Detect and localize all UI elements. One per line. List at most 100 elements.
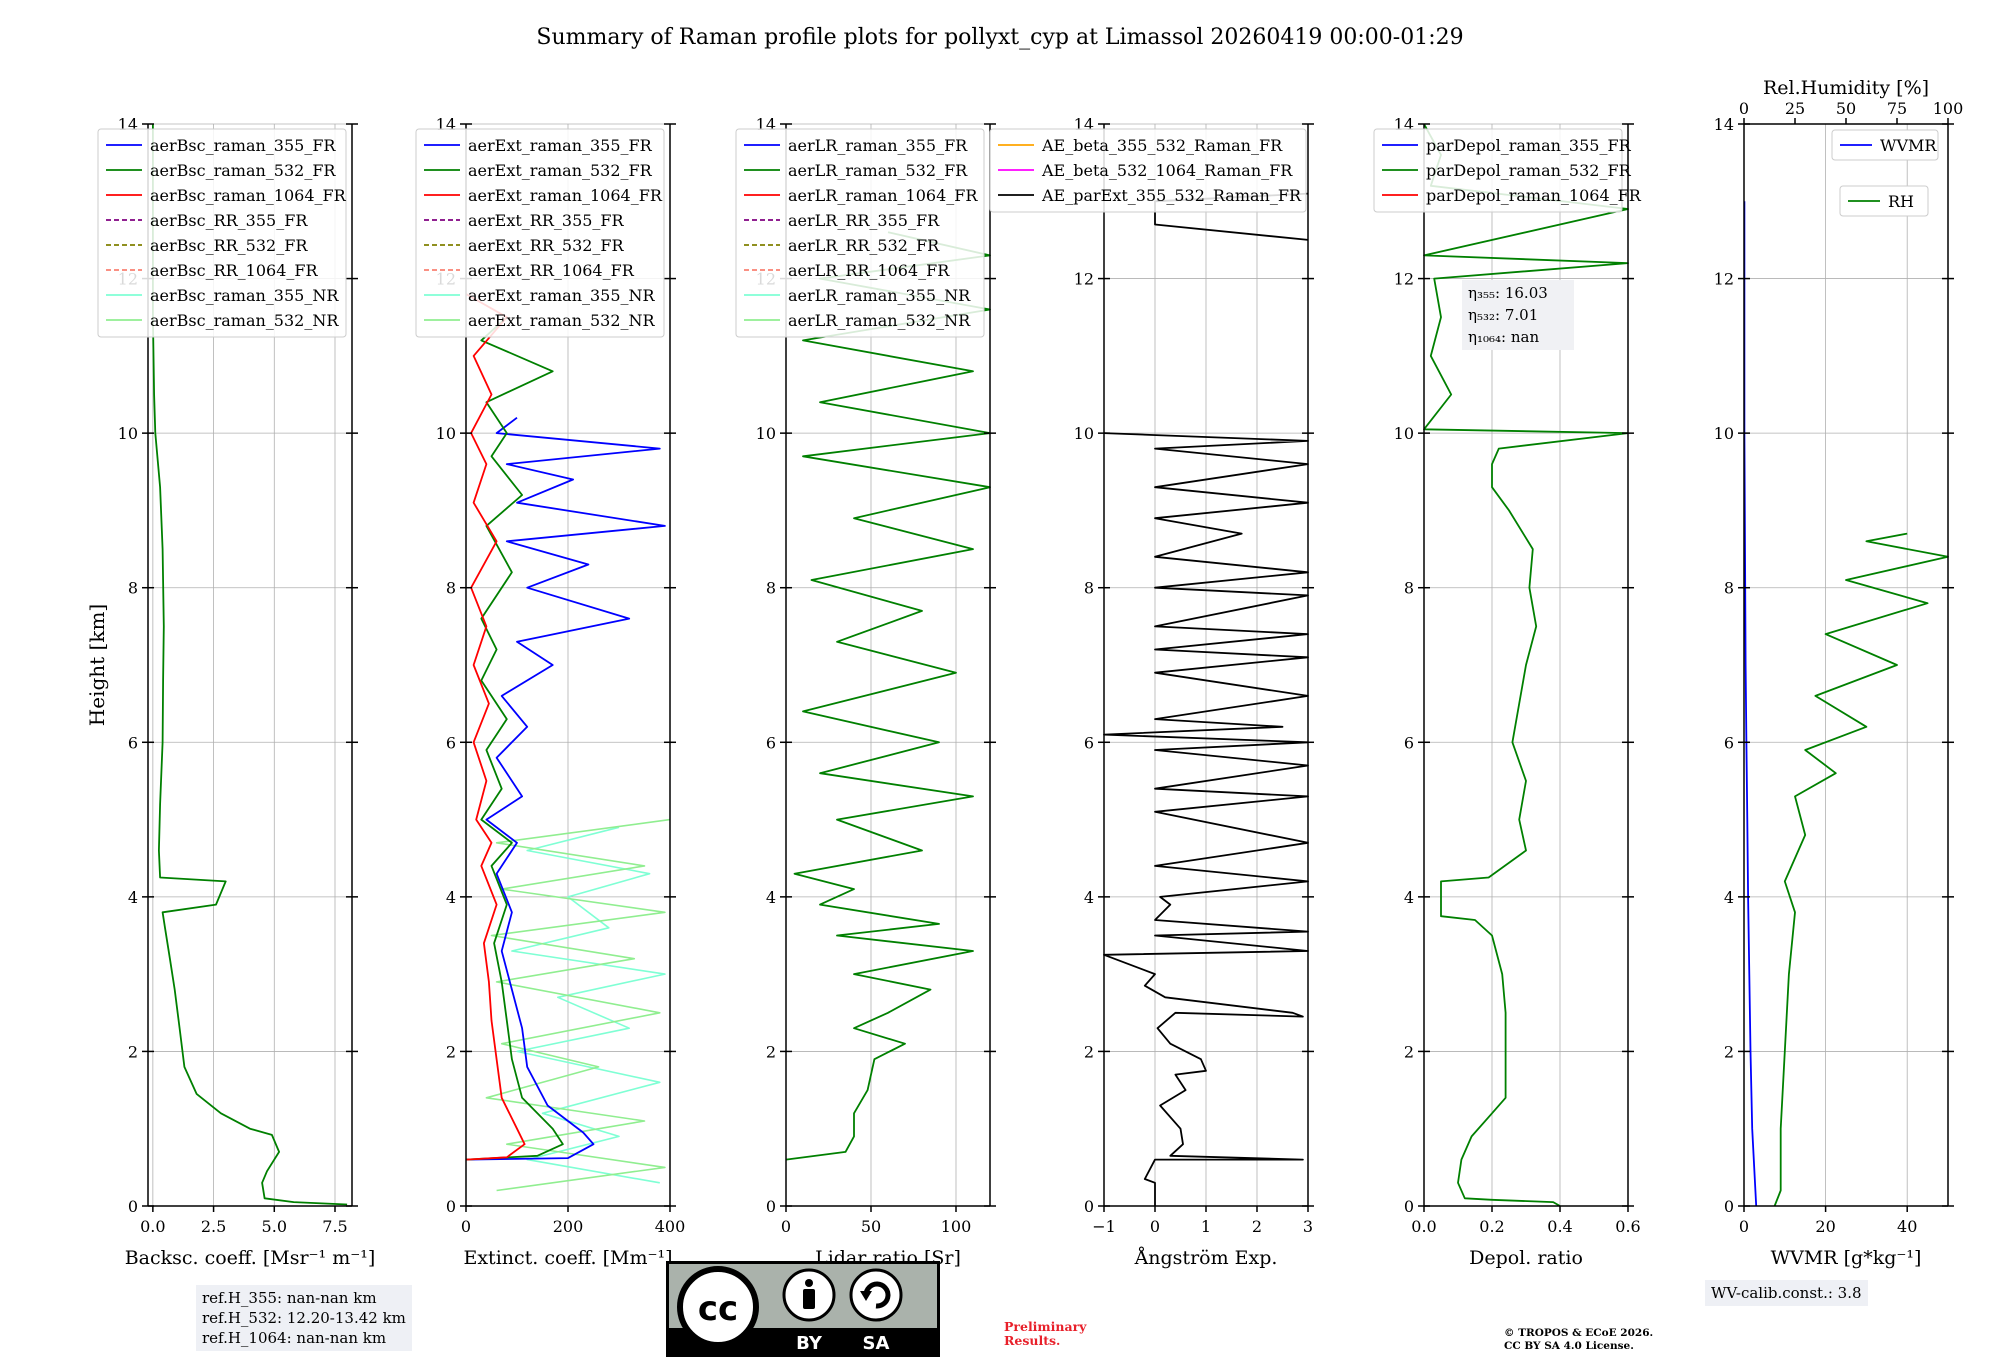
by-label: BY [796,1333,823,1354]
by-person-head [805,1279,813,1287]
legend-box [97,128,347,338]
y-tick-label: 14 [1714,115,1734,134]
y-tick-label: 8 [128,579,138,598]
legend-label: aerExt_raman_532_NR [468,311,656,330]
y-tick-label: 4 [1724,888,1734,907]
legend-label: aerBsc_raman_532_FR [150,161,336,180]
y-tick-label: 8 [1724,579,1734,598]
top-x-axis-label: Rel.Humidity [%] [1763,77,1929,99]
x-tick-label: −1 [1092,1217,1116,1236]
legend-label: aerBsc_raman_1064_FR [150,186,347,205]
x-tick-label: 400 [655,1217,686,1236]
legend-label: aerLR_RR_1064_FR [788,261,950,280]
series-line-aerExt_raman_532_FR [465,316,564,1161]
annotation-label: η₅₃₂: 7.01 [1468,306,1538,324]
y-tick-label: 4 [766,888,776,907]
y-tick-label: 4 [128,888,138,907]
y-tick-label: 12 [1714,270,1734,289]
x-tick-label: 0.0 [140,1217,165,1236]
y-tick-label: 10 [1714,424,1734,443]
copyright-line-1: © TROPOS & ECoE 2026. [1504,1327,1654,1339]
top-x-tick-label: 100 [1933,99,1964,118]
y-tick-label: 6 [128,733,138,752]
y-tick-label: 10 [756,424,776,443]
preliminary-line-1: Preliminary [1004,1319,1087,1334]
cc-text: cc [698,1289,738,1329]
top-x-tick-label: 75 [1887,99,1907,118]
preliminary-line-2: Results. [1004,1333,1061,1348]
ref-h-1064: ref.H_1064: nan-nan km [202,1329,387,1347]
legend-box [415,128,665,338]
legend-label: AE_beta_532_1064_Raman_FR [1041,161,1293,180]
y-axis-title: Height [km] [85,604,109,726]
x-tick-label: 0 [461,1217,471,1236]
y-tick-label: 2 [766,1042,776,1061]
annotation-label: η₁₀₆₄: nan [1468,328,1539,346]
y-tick-label: 0 [1084,1197,1094,1216]
legend-label: aerBsc_raman_532_NR [150,311,339,330]
x-tick-label: 0.2 [1479,1217,1504,1236]
y-tick-label: 10 [1074,424,1094,443]
x-axis-label: Depol. ratio [1469,1247,1583,1269]
cc-by-sa-license-badge: cc BY SA [666,1261,940,1357]
reference-height-box: ref.H_355: nan-nan km ref.H_532: 12.20-1… [196,1285,412,1351]
series-line-AE_parExt_355_532_Raman_FR [1103,432,1309,1206]
legend-label: aerLR_raman_532_NR [788,311,971,330]
legend-label: aerBsc_RR_355_FR [150,211,308,230]
legend-label: aerBsc_RR_1064_FR [150,261,319,280]
legend-label: aerExt_raman_355_NR [468,286,656,305]
panel-extinction: 024681012140200400Extinct. coeff. [Mm⁻¹]… [415,115,686,1269]
legend-box [1831,129,1939,161]
y-tick-label: 10 [1394,424,1414,443]
y-tick-label: 4 [1084,888,1094,907]
x-tick-label: 0.6 [1615,1217,1640,1236]
x-tick-label: 3 [1303,1217,1313,1236]
legend-label: aerExt_RR_532_FR [468,236,625,255]
y-tick-label: 4 [1404,888,1414,907]
x-tick-label: 2.5 [201,1217,226,1236]
x-tick-label: 5.0 [262,1217,287,1236]
ref-h-532: ref.H_532: 12.20-13.42 km [202,1309,406,1327]
y-tick-label: 6 [1084,733,1094,752]
series-line-RH [1773,532,1949,1207]
series-line-WVMR [1743,201,1758,1207]
legend-label: aerBsc_RR_532_FR [150,236,308,255]
x-tick-label: 0.4 [1547,1217,1572,1236]
legend-label: AE_parExt_355_532_Raman_FR [1041,186,1302,205]
x-tick-label: 2 [1252,1217,1262,1236]
x-tick-label: 200 [553,1217,584,1236]
x-axis-label: Ångström Exp. [1134,1247,1278,1269]
y-tick-label: 8 [766,579,776,598]
sa-share-icon [849,1268,903,1322]
y-tick-label: 2 [1084,1042,1094,1061]
y-tick-label: 0 [128,1197,138,1216]
legend-box [735,128,985,338]
y-tick-label: 2 [446,1042,456,1061]
y-tick-label: 10 [436,424,456,443]
top-x-tick-label: 50 [1836,99,1856,118]
x-tick-label: 7.5 [322,1217,347,1236]
sa-label: SA [863,1333,890,1354]
legend-label: aerLR_raman_532_FR [788,161,968,180]
legend-label: aerLR_RR_355_FR [788,211,940,230]
legend-box [1373,128,1623,213]
legend-label: aerExt_raman_355_FR [468,136,653,155]
sa-arrow-head [860,1291,872,1301]
legend-label: WVMR [1880,136,1937,155]
y-tick-label: 12 [1394,270,1414,289]
x-tick-label: 0 [1150,1217,1160,1236]
y-tick-label: 6 [766,733,776,752]
legend-label: aerBsc_raman_355_FR [150,136,336,155]
x-tick-label: 20 [1815,1217,1835,1236]
series-line-aerExt_raman_355_NR [511,826,666,1184]
legend-label: aerExt_RR_1064_FR [468,261,635,280]
y-tick-label: 8 [1404,579,1414,598]
legend-label: parDepol_raman_355_FR [1426,136,1632,155]
series-line-aerExt_raman_355_FR [465,416,666,1161]
y-tick-label: 10 [118,424,138,443]
figure-title: Summary of Raman profile plots for polly… [536,25,1463,50]
